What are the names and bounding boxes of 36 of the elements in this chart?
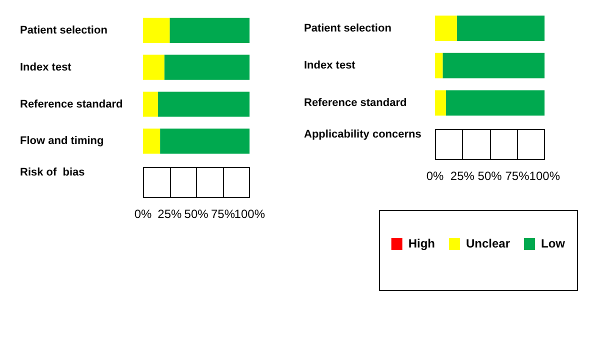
bar [143,54,164,80]
bar [143,18,170,43]
x-tick-label: 100% [529,169,560,184]
bar [143,128,160,154]
bar [456,16,545,41]
legend-label: Low [541,236,566,250]
bar [158,92,250,117]
y-tick-label: Patient selection [304,22,392,34]
y-tick-label: Patient selection [20,24,108,36]
bar [446,90,545,116]
bar [164,54,250,80]
y-tick-label: Flow and timing [20,135,104,148]
x-tick-label: 0% [426,169,444,184]
x-tick-label: 75% [505,169,530,184]
bar [442,52,545,78]
x-axis-title: Risk of bias [20,166,85,179]
x-axis-title: Applicability concerns [304,128,422,141]
bar [435,52,443,78]
y-tick-label: Index test [20,61,72,74]
x-tick-label: 25% [450,169,475,184]
y-tick-label: Reference standard [304,96,407,109]
x-tick-label: 50% [184,207,209,222]
x-tick-label: 75% [210,207,236,222]
bar [143,92,158,117]
x-tick-label: 25% [158,207,182,222]
bar [435,90,446,116]
legend-label: Unclear [466,236,510,250]
x-tick-label: 50% [478,169,502,184]
x-tick-label: 0% [134,207,152,222]
bar [170,18,250,43]
bar [160,128,250,154]
x-tick-label: 100% [234,207,266,222]
bar [435,16,457,41]
legend-label: High [408,236,435,250]
y-tick-label: Reference standard [20,98,123,110]
y-tick-label: Index test [304,60,356,72]
